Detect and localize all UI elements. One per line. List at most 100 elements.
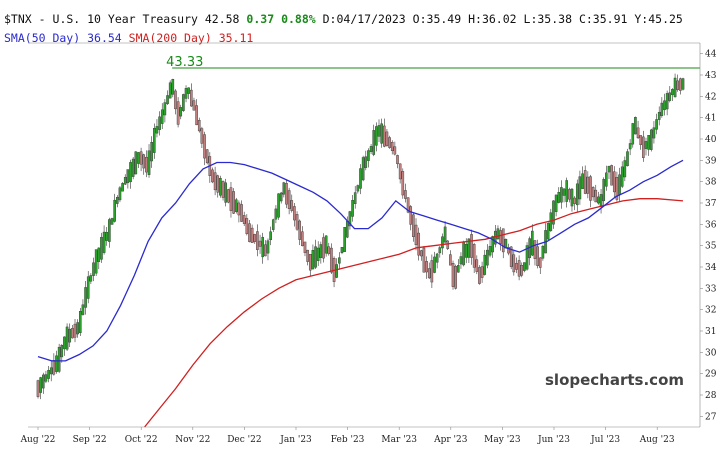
candle [227,188,230,204]
x-axis: Aug '22 Sep '22 Oct '22 Nov '22 Dec '22 Jan '… [20,427,675,445]
candle [224,178,227,207]
candle [76,319,79,338]
candle [483,249,487,276]
candle-body [330,247,333,273]
y-tick-label: 42 [705,92,716,102]
candle [348,210,352,230]
candle [517,255,521,281]
candle-body [425,261,428,273]
candle-body [134,151,138,175]
candle-body [293,206,296,221]
candle-body [681,78,685,90]
candle [618,167,621,202]
candle [335,258,339,279]
candle [126,169,130,189]
candle-body [274,208,278,220]
candle [116,195,119,208]
candle-body [536,246,539,267]
x-tick-label: Mar '23 [381,435,417,445]
candle [266,238,270,261]
candle [60,344,64,363]
candle [55,350,58,374]
candle-body [433,256,436,273]
candle [356,184,360,194]
candle-body [615,177,619,200]
candle-body [462,241,465,266]
candle-body [314,246,317,268]
candle [586,171,590,199]
candle-body [398,163,402,180]
candle [84,280,87,315]
y-tick-label: 44 [705,50,717,60]
candle [496,225,500,241]
candle [647,135,650,156]
candle-body [187,87,190,94]
candle-body [316,247,320,261]
candle [166,90,169,106]
candle [464,238,468,264]
candle [385,129,389,147]
candle-body [578,176,582,200]
candle [306,249,309,266]
candle [602,177,605,206]
candle-body [279,192,283,202]
candle-body [589,176,592,201]
candle [377,119,381,143]
candle-body [137,152,140,164]
candle-body [277,193,280,218]
close-label: C: [578,12,593,26]
candle-body [446,240,450,249]
candle [375,122,378,152]
x-tick-label: Aug '23 [639,435,675,445]
candle-body [102,231,106,253]
candle-body [285,182,288,205]
candle-body [216,175,220,193]
candle-body [451,263,455,287]
candle [523,262,526,273]
candle-body [673,77,677,98]
candle [123,174,127,186]
candle-body [575,183,579,206]
candle [145,150,148,178]
candle-body [131,158,135,177]
candle-body [404,190,407,199]
candle-body [478,267,481,284]
candle [594,184,598,203]
candle-body [377,125,381,137]
candle [174,89,177,115]
candle-body [388,137,391,148]
candle-body [338,257,341,264]
candle [478,265,481,285]
candle [182,93,185,112]
candle-body [554,194,558,212]
candle-body [168,82,172,99]
candle-body [634,117,637,135]
candle [472,242,476,274]
x-tick-label: Jun '23 [537,435,570,445]
candle [216,174,220,198]
candle [533,240,537,266]
candle-body [409,206,413,225]
candle-body [55,355,58,372]
open-value: 35.49 [426,12,462,26]
candle [372,124,376,157]
candle [443,221,447,245]
candle [544,223,547,254]
candle [68,323,72,348]
candle-body [422,247,426,273]
candle [610,164,613,186]
candle [240,200,243,222]
candle [163,99,167,123]
candle [380,118,383,148]
candle [353,185,357,209]
candle [589,174,592,208]
candle-body [52,360,56,375]
candle [287,187,291,215]
instrument-name: U.S. 10 Year Treasury [52,12,198,26]
candle-body [245,218,249,234]
high-label: H: [468,12,482,26]
open-label: O: [412,12,427,26]
candle-body [287,190,291,209]
candle [171,78,175,98]
chart-header: $TNX - U.S. 10 Year Treasury 42.58 0.37 … [4,12,683,26]
